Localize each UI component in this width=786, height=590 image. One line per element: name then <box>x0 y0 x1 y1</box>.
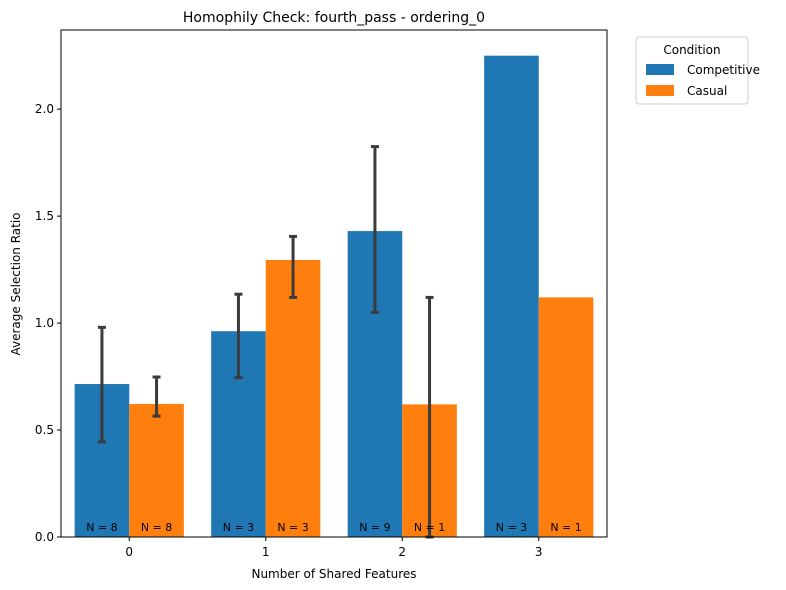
chart-title: Homophily Check: fourth_pass - ordering_… <box>183 10 485 26</box>
x-tick-label: 3 <box>535 545 543 559</box>
bar-casual-3 <box>538 297 594 537</box>
x-tick-label: 2 <box>398 545 406 559</box>
y-tick-label: 0.0 <box>35 530 54 544</box>
x-tick-label: 1 <box>262 545 270 559</box>
legend-swatch-competitive <box>646 64 674 75</box>
n-label: N = 8 <box>86 521 117 534</box>
n-label: N = 1 <box>550 521 581 534</box>
legend-swatch-casual <box>646 85 674 96</box>
n-label: N = 3 <box>223 521 254 534</box>
y-axis-label: Average Selection Ratio <box>9 212 23 355</box>
x-tick-label: 0 <box>125 545 133 559</box>
n-label: N = 3 <box>496 521 527 534</box>
x-axis-label: Number of Shared Features <box>251 567 416 581</box>
legend-label-casual: Casual <box>687 84 727 98</box>
n-label: N = 8 <box>141 521 172 534</box>
bar-casual-0 <box>129 403 184 537</box>
legend-title: Condition <box>663 43 720 57</box>
legend-label-competitive: Competitive <box>687 63 760 77</box>
y-tick-label: 1.0 <box>35 316 54 330</box>
y-tick-label: 2.0 <box>35 102 54 116</box>
y-tick-label: 1.5 <box>35 209 54 223</box>
legend: Condition Competitive Casual <box>635 36 760 105</box>
bar-competitive-3 <box>484 55 539 537</box>
y-tick-label: 0.5 <box>35 423 54 437</box>
n-label: N = 3 <box>277 521 308 534</box>
n-label: N = 1 <box>414 521 445 534</box>
bar-casual-1 <box>265 259 321 537</box>
plot-area: N = 8 N = 3 N = 9 N = 3 N = 8 N = 3 N = 1 N = 1… <box>35 29 608 559</box>
axes-frame <box>60 29 608 538</box>
n-label: N = 9 <box>359 521 390 534</box>
